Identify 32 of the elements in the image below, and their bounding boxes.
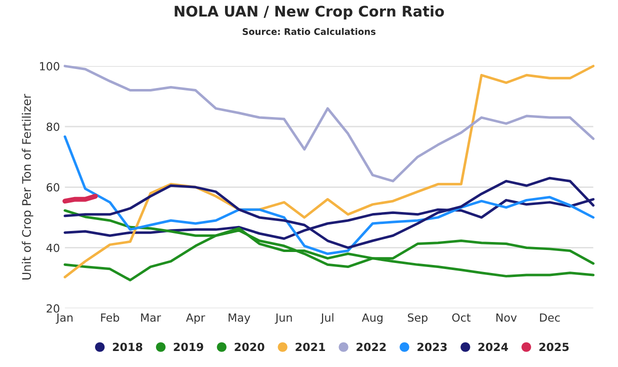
x-tick-label: Aug [362, 313, 382, 324]
x-tick-label: Oct [452, 313, 471, 322]
x-tick-label: May [228, 313, 250, 324]
legend-label: 2020 [234, 342, 264, 352]
x-tick-label: Mar [141, 313, 162, 322]
legend-label: 2019 [174, 342, 204, 352]
x-tick-label: Jan [56, 313, 73, 324]
y-tick-label: 40 [46, 244, 60, 252]
line-series [64, 64, 595, 182]
y-tick-label: 60 [46, 183, 60, 192]
legend-label: 2021 [296, 342, 325, 352]
legend-label: 2023 [418, 342, 447, 352]
x-tick-label: Feb [101, 313, 120, 322]
x-tick-label: Jun [274, 313, 292, 324]
line-series [64, 135, 595, 256]
legend-label: 2018 [112, 342, 142, 352]
x-tick-label: Dec [540, 313, 560, 322]
line-series [64, 176, 595, 249]
x-tick-label: Sep [408, 313, 428, 324]
line-series [64, 64, 595, 278]
chart-title: NOLA UAN / New Crop Corn Ratio [174, 5, 444, 20]
x-tick-label: Jul [320, 313, 334, 324]
y-tick-label: 100 [40, 62, 60, 70]
legend-label: 2022 [356, 342, 386, 352]
x-tick-label: Nov [496, 313, 517, 322]
legend-label: 2025 [539, 342, 569, 352]
y-axis-title: Unit of Crop Per Ton of Fertilizer [22, 94, 34, 280]
x-tick-label: Apr [186, 313, 206, 324]
legend-label: 2024 [478, 342, 508, 352]
y-tick-label: 80 [46, 122, 60, 131]
chart-subtitle: Source: Ratio Calculations [242, 28, 376, 35]
y-tick-label: 20 [46, 304, 60, 313]
